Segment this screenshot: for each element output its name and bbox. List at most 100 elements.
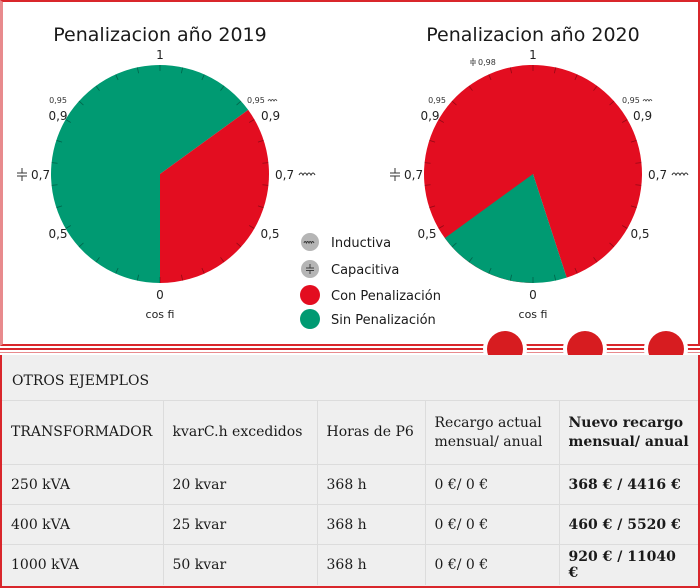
pie-tick [609,242,615,248]
pie-tick [593,85,598,91]
pie-tick [78,242,84,248]
table-row: 1000 kVA 50 kvar 368 h 0 €/ 0 € 920 € / … [2,544,698,585]
pie-tick [554,67,557,74]
legend-item-inductiva: Inductiva [301,233,391,251]
pie-tick [438,225,444,229]
inductor-icon [671,172,689,177]
pie-tick [574,74,578,81]
header-recargo-actual: Recargo actual mensual/ anual [424,400,559,465]
pie-tick [509,274,512,281]
pie-tick [438,119,444,123]
header-nuevo-recargo: Nuevo recargo mensual/ anual [558,400,698,465]
table-header-row: TRANSFORMADOR kvarC.h excedidos Horas de… [2,400,698,465]
legend-label: Inductiva [331,236,391,251]
tick-label-upper-right: 0,9 [261,109,280,123]
header-transformador: TRANSFORMADOR [2,400,163,465]
cell: 368 h [316,504,425,545]
pie-tick [262,184,269,186]
pie-tick [56,139,63,143]
pie-tick [65,225,71,229]
cell: 0 €/ 0 € [424,504,559,545]
cell: 1000 kVA [2,544,163,585]
tick-label-left: 0,7 [404,168,423,182]
axis-label-cosfi: cos fi [146,308,175,321]
legend-label: Capacitiva [331,263,399,278]
inductor-icon [301,233,319,251]
tick-label-lower-left: 0,5 [48,227,67,241]
legend-item-capacitiva: Capacitiva [301,260,399,278]
tick-label-right: 0,7 [648,168,667,182]
table-row: 250 kVA 20 kvar 368 h 0 €/ 0 € 368 € / 4… [2,464,698,505]
tick-label-top: 1 [156,48,164,62]
green-dot-icon [300,309,320,329]
chart-2019: Penalizacion año 2019 1 0,95 0,9 0,7 0,5… [17,24,316,321]
tick-label-lower-left: 0,5 [417,227,436,241]
pie-tick [424,162,431,164]
header-kvarch: kvarC.h excedidos [162,400,317,465]
pie-slice-sin-penalizacion [50,64,249,283]
cell: 0 €/ 0 € [424,464,559,505]
cell: 50 kvar [162,544,317,585]
legend-label: Sin Penalización [331,313,436,328]
table-row: 400 kVA 25 kvar 368 h 0 €/ 0 € 460 € / 5… [2,504,698,545]
cell: 920 € / 11040 € [558,544,698,585]
pie-tick [181,67,184,74]
tick-label-right: 0,7 [275,168,294,182]
chart-2020: Penalizacion año 2020 1 0,98 0,95 0,9 0,… [390,24,689,321]
inductor-icon [298,172,316,177]
chart-title: Penalizacion año 2019 [53,24,266,46]
tick-label-top: 1 [529,48,537,62]
legend: Inductiva Capacitiva Con Penalización Si… [300,233,441,329]
tick-label-upper-right: 0,9 [633,109,652,123]
pie-tick [95,85,100,91]
pie-tick [257,139,264,143]
pie-tick [56,205,63,209]
charts-panel: Penalizacion año 2019 1 0,95 0,9 0,7 0,5… [0,0,700,346]
pie-tick [574,267,578,274]
cell: 460 € / 5520 € [558,504,698,545]
tick-label-upper-right-small: 0,95 [622,96,640,105]
pie-tick [630,205,637,209]
tick-label-upper-left-small: 0,95 [49,96,67,105]
pie-tick [249,225,255,229]
pie-tick [262,162,269,164]
tick-label-upper-left-extra: 0,98 [478,58,496,67]
inductor-icon [642,99,653,102]
pie-tick [622,225,628,229]
cell: 368 h [316,464,425,505]
cell: 368 € / 4416 € [558,464,698,505]
cell: 20 kvar [162,464,317,505]
inductor-icon [267,99,278,102]
divider-line [0,352,700,353]
pie-tick [257,205,264,209]
pie-tick [468,257,473,263]
pie-tick [509,67,512,74]
tick-label-lower-right: 0,5 [260,227,279,241]
tick-label-upper-left: 0,9 [48,109,67,123]
examples-panel: OTROS EJEMPLOS TRANSFORMADOR kvarC.h exc… [0,355,700,588]
red-dot-icon [300,285,320,305]
charts-canvas: Penalizacion año 2019 1 0,95 0,9 0,7 0,5… [17,24,689,329]
pie-tick [95,257,100,263]
pie-tick [635,162,642,164]
pie-tick [51,162,58,164]
tick-label-bottom: 0 [529,288,537,302]
pie-tick [65,119,71,123]
tick-label-upper-left-small: 0,95 [428,96,446,105]
pie-tick [51,184,58,186]
section-divider [0,346,700,354]
pie-slice-con-penalizacion [160,109,269,284]
pie-tick [115,267,119,274]
pie-tick [115,74,119,81]
examples-table: TRANSFORMADOR kvarC.h excedidos Horas de… [2,400,698,585]
tick-label-bottom: 0 [156,288,164,302]
tick-label-lower-right: 0,5 [630,227,649,241]
cell: 400 kVA [2,504,163,545]
legend-label: Con Penalización [331,289,441,304]
cell: 368 h [316,544,425,585]
pie-tick [635,184,642,186]
pie-tick [78,100,84,106]
legend-item-sin-penalizacion: Sin Penalización [300,309,436,329]
pie-tick [201,74,205,81]
pie-tick [236,242,242,248]
